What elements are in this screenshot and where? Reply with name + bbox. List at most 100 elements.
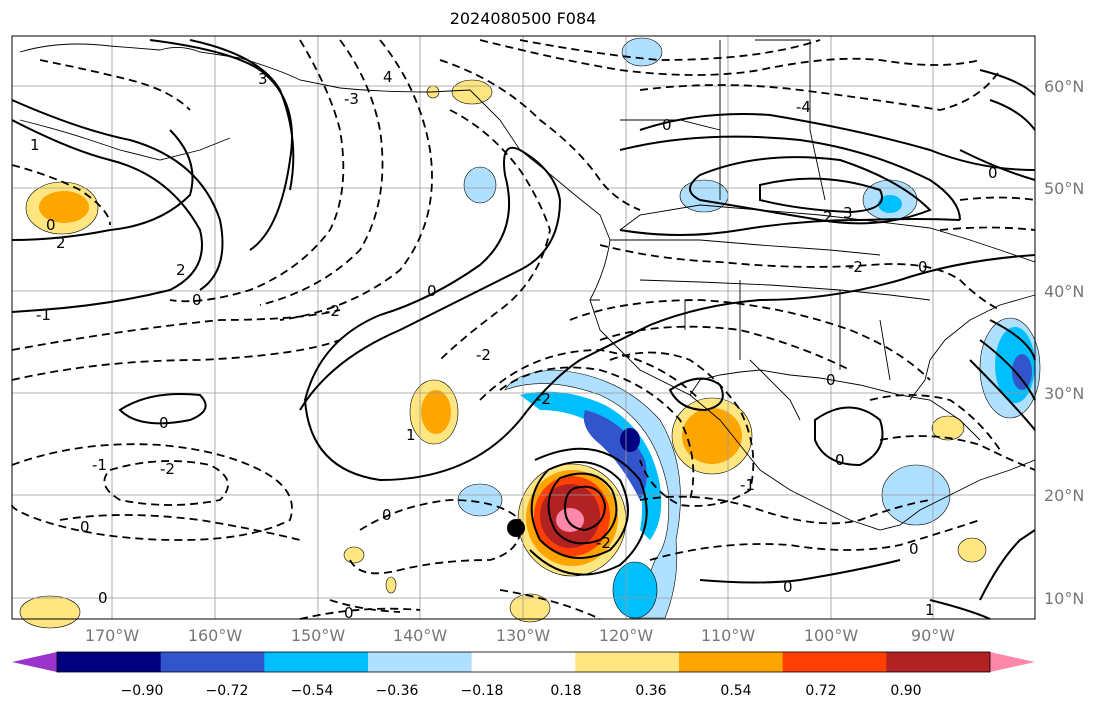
contour-label: 0 bbox=[835, 451, 845, 469]
shade-pos-mid bbox=[682, 408, 742, 464]
contour-label: 1 bbox=[30, 136, 40, 154]
shade-pos-weak bbox=[957, 537, 987, 563]
lat-tick-label: 60°N bbox=[1044, 77, 1085, 96]
shade-neg-strong bbox=[1012, 354, 1032, 390]
lon-tick-label: 130°W bbox=[495, 626, 551, 645]
contour-label: 0 bbox=[988, 164, 998, 182]
contour-label: -2 bbox=[848, 258, 863, 276]
shade-neg-weak bbox=[621, 37, 663, 67]
contour-label: 1 bbox=[925, 601, 935, 619]
colorbar-segment bbox=[782, 652, 887, 672]
contour-label: 0 bbox=[344, 604, 354, 622]
shade-pos-weak bbox=[343, 546, 365, 564]
colorbar-label: −0.18 bbox=[460, 683, 504, 699]
storm-center-marker bbox=[507, 519, 525, 537]
lon-tick-label: 100°W bbox=[803, 626, 859, 645]
shade-neg-mid bbox=[878, 195, 902, 213]
contour-label: 3 bbox=[258, 70, 268, 88]
graticule bbox=[12, 36, 1035, 619]
colorbar-label: 0.54 bbox=[720, 683, 752, 699]
lon-tick-label: 110°W bbox=[700, 626, 756, 645]
shade-pos-strongest bbox=[556, 508, 584, 532]
shade-pos-mid bbox=[39, 191, 89, 223]
colorbar-extend-low bbox=[12, 652, 57, 672]
contour-label: 4 bbox=[383, 68, 393, 86]
colorbar-segment bbox=[160, 652, 265, 672]
contour-label: 0 bbox=[909, 540, 919, 558]
contour-label-layer: 0 0 0 0 0 0 0 0 0 0 0 0 0 0 0 -2 -2 -2 -… bbox=[30, 68, 998, 622]
shade-neg-darkest bbox=[620, 428, 640, 452]
shade-neg-mid bbox=[612, 561, 658, 619]
colorbar bbox=[12, 651, 1035, 673]
contour-lines bbox=[11, 39, 1036, 620]
colorbar-segment bbox=[679, 652, 784, 672]
contour-label: 0 bbox=[783, 578, 793, 596]
colorbar-segment bbox=[57, 652, 162, 672]
map-title: 2024080500 F084 bbox=[449, 9, 597, 28]
map-frame bbox=[11, 35, 1036, 620]
colorbar-label: 0.72 bbox=[805, 683, 837, 699]
contour-label: 2 bbox=[56, 234, 66, 252]
lon-tick-label: 150°W bbox=[290, 626, 346, 645]
contour-label: 2 bbox=[176, 261, 186, 279]
lon-tick-label: 90°W bbox=[910, 626, 956, 645]
contour-label: 0 bbox=[159, 414, 169, 432]
colorbar-label: 0.36 bbox=[635, 683, 667, 699]
shade-neg-weak bbox=[463, 166, 497, 204]
contour-label: 0 bbox=[918, 258, 928, 276]
contour-label: -2 bbox=[596, 534, 611, 552]
lat-tick-label: 10°N bbox=[1044, 589, 1085, 608]
contour-label: 2 bbox=[823, 208, 833, 226]
colorbar-segments bbox=[57, 652, 991, 672]
contour-label: -2 bbox=[536, 390, 551, 408]
contour-label: 0 bbox=[98, 589, 108, 607]
contour-label: -2 bbox=[325, 302, 340, 320]
contour-label: -4 bbox=[796, 98, 811, 116]
lat-tick-label: 40°N bbox=[1044, 282, 1085, 301]
shade-pos-weak bbox=[509, 593, 551, 623]
shade-pos-mid bbox=[421, 390, 451, 434]
contour-label: -2 bbox=[160, 460, 175, 478]
lat-tick-label: 30°N bbox=[1044, 384, 1085, 403]
colorbar-outline bbox=[56, 651, 991, 673]
colorbar-segment bbox=[471, 652, 576, 672]
colorbar-segment bbox=[368, 652, 473, 672]
lat-tick-label: 20°N bbox=[1044, 486, 1085, 505]
lat-tick-label: 50°N bbox=[1044, 179, 1085, 198]
coastlines bbox=[19, 39, 1036, 531]
contour-label: -2 bbox=[476, 346, 491, 364]
contour-label: -3 bbox=[344, 90, 359, 108]
contour-label: 0 bbox=[662, 116, 672, 134]
contour-label: 0 bbox=[382, 506, 392, 524]
contour-label: -1 bbox=[740, 476, 755, 494]
shade-neg-weak bbox=[457, 483, 503, 517]
contour-label: -1 bbox=[92, 456, 107, 474]
shade-neg-strong bbox=[583, 410, 647, 500]
colorbar-segment bbox=[886, 652, 991, 672]
lon-tick-label: 140°W bbox=[392, 626, 448, 645]
colorbar-label: 0.18 bbox=[550, 683, 582, 699]
colorbar-label: −0.54 bbox=[290, 683, 334, 699]
lon-tick-label: 170°W bbox=[84, 626, 140, 645]
contour-label: 3 bbox=[843, 204, 853, 222]
lon-tick-label: 160°W bbox=[187, 626, 243, 645]
contour-label: 0 bbox=[46, 216, 56, 234]
colorbar-label: −0.72 bbox=[205, 683, 249, 699]
contour-label: 0 bbox=[826, 371, 836, 389]
colorbar-segment bbox=[575, 652, 680, 672]
lon-tick-label: 120°W bbox=[598, 626, 654, 645]
colorbar-segment bbox=[264, 652, 369, 672]
shade-pos-weak bbox=[19, 595, 81, 629]
contour-label: 0 bbox=[80, 518, 90, 536]
contour-label: 0 bbox=[192, 291, 202, 309]
colorbar-label: 0.90 bbox=[890, 683, 922, 699]
colorbar-label: −0.90 bbox=[120, 683, 164, 699]
contour-label: -1 bbox=[36, 306, 51, 324]
shade-pos-weak bbox=[931, 415, 965, 441]
contour-label: 0 bbox=[427, 282, 437, 300]
shade-pos-weak bbox=[385, 576, 397, 594]
contour-label: 1 bbox=[406, 426, 416, 444]
colorbar-label: −0.36 bbox=[375, 683, 419, 699]
colorbar-extend-high bbox=[990, 652, 1035, 672]
